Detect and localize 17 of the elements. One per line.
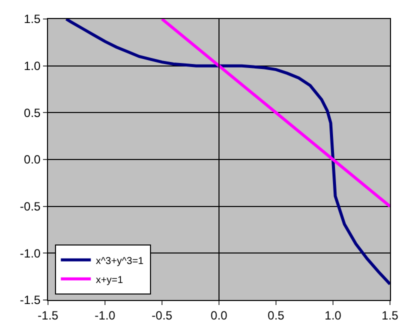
x-tick-label: -0.5 [152, 308, 173, 322]
x-tick-label: 1.0 [324, 308, 342, 322]
line-series [64, 19, 390, 286]
x-tick-label: 0.5 [268, 308, 285, 322]
y-tick-label: -0.5 [20, 200, 41, 214]
y-tick-label: -1.0 [20, 246, 41, 260]
y-tick-label: 1.5 [24, 12, 41, 26]
legend-label: x^3+y^3=1 [96, 256, 144, 267]
y-tick-label: 0.0 [24, 152, 41, 167]
x-tick-label: -1.0 [94, 308, 116, 322]
y-tick-label: -1.5 [20, 293, 41, 308]
x-tick-label: -1.5 [38, 308, 59, 322]
x-tick-label: 0.0 [210, 308, 228, 322]
y-tick-label: 1.0 [24, 59, 41, 74]
legend-label: x+y=1 [96, 274, 124, 286]
y-tick-label: 0.5 [24, 106, 41, 120]
x-tick-label: 1.5 [382, 308, 399, 322]
